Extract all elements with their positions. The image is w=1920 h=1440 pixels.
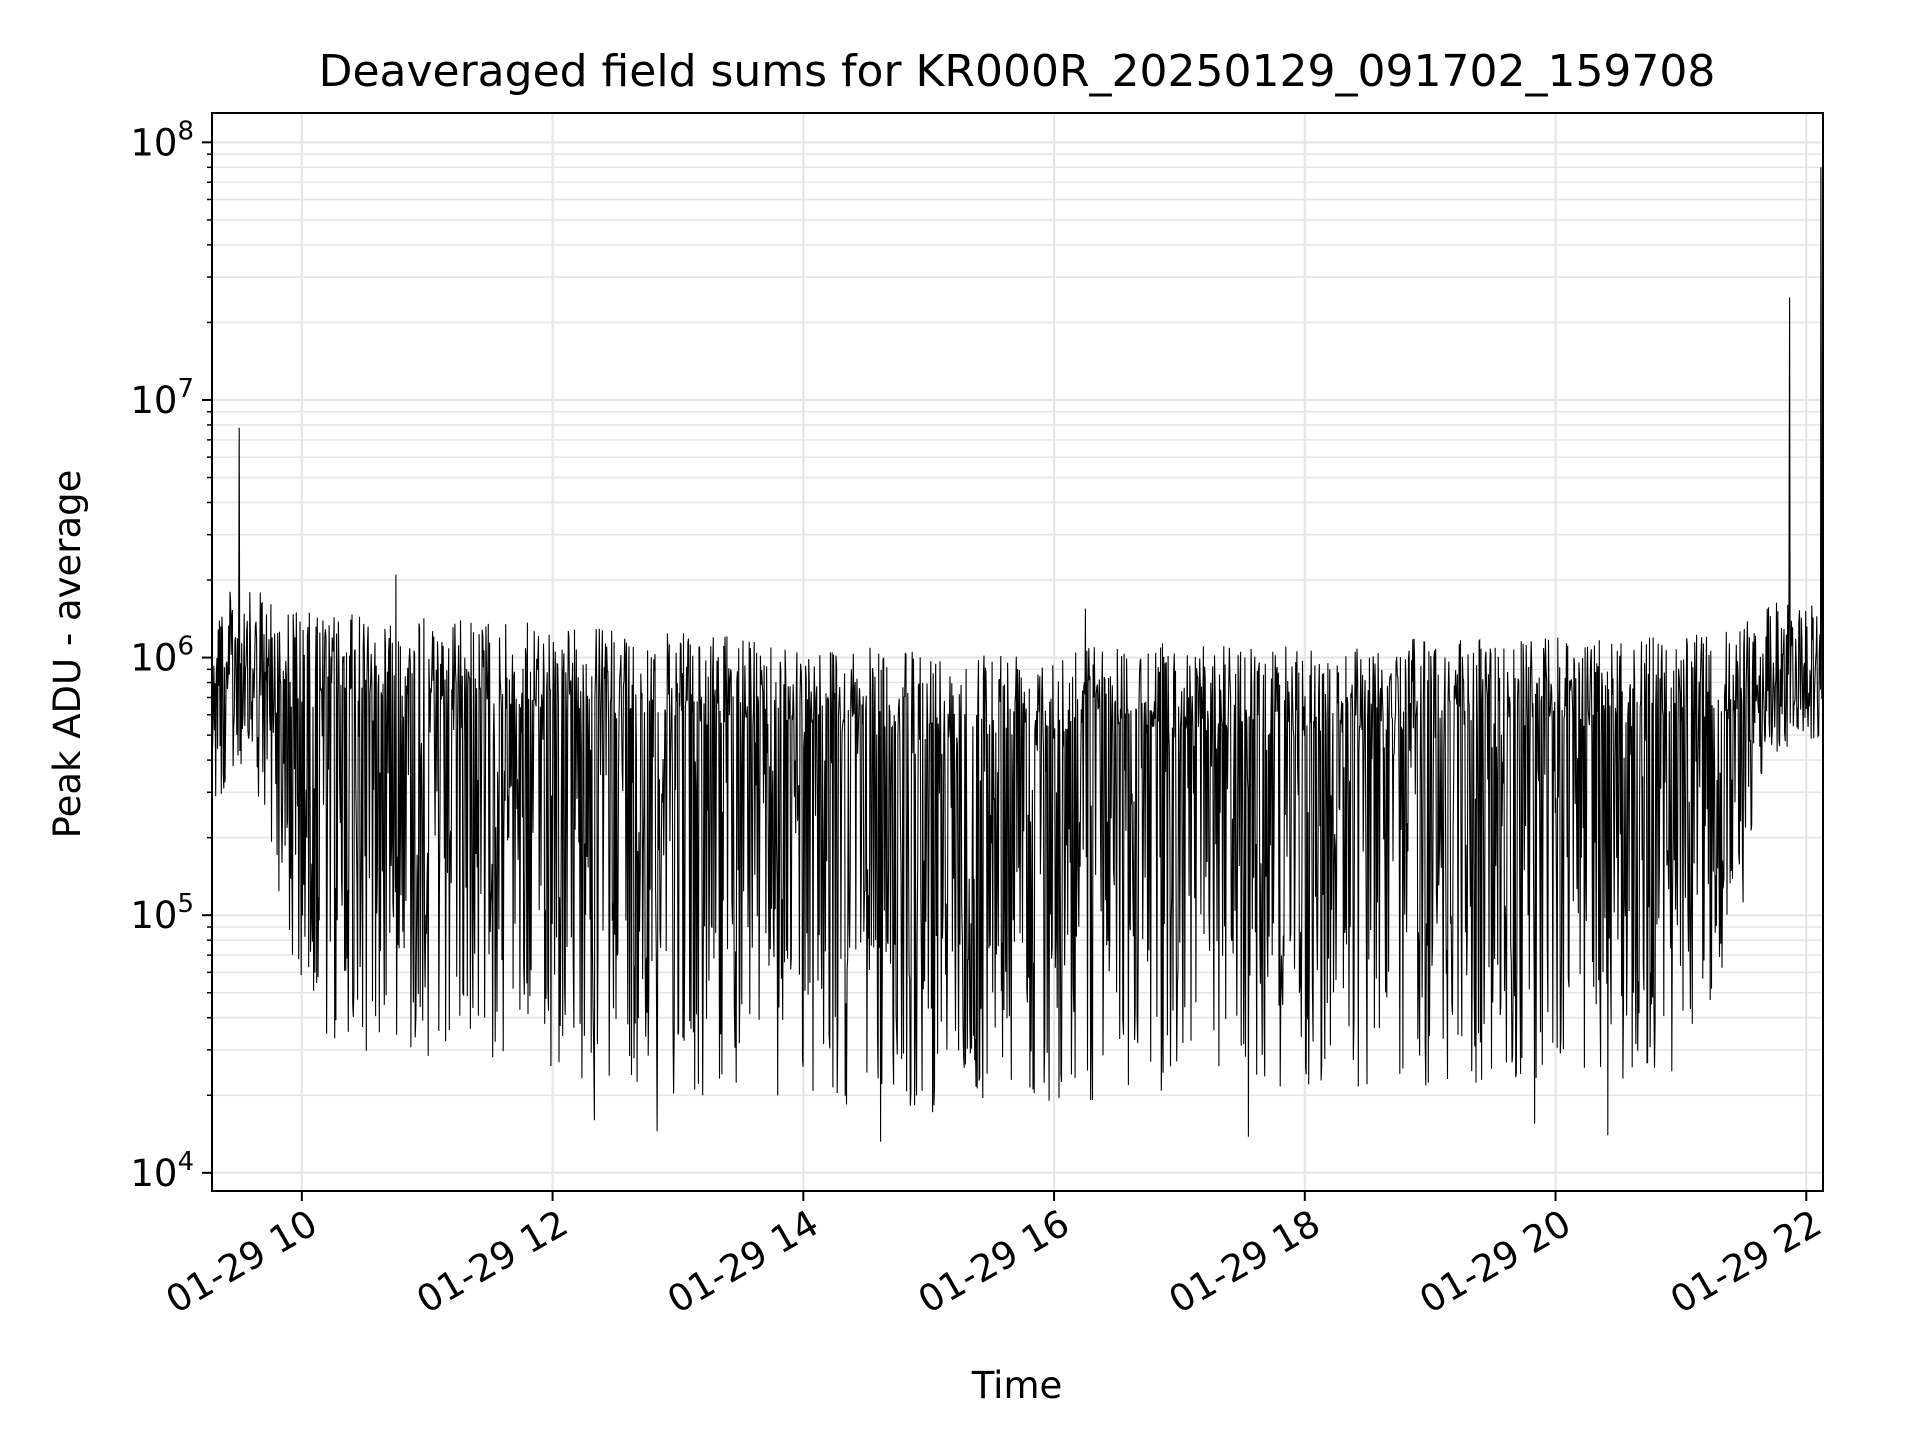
y-tick-label: 105 — [130, 889, 194, 937]
x-axis-label: Time — [971, 1364, 1063, 1407]
y-tick-label: 107 — [130, 374, 194, 422]
grid — [212, 113, 1823, 1191]
y-tick-label: 108 — [130, 116, 194, 164]
data-series — [211, 167, 1824, 1142]
chart-title: Deaveraged field sums for KR000R_2025012… — [319, 46, 1716, 97]
y-tick-label: 106 — [130, 632, 194, 680]
series-line — [211, 167, 1824, 1142]
y-axis-label: Peak ADU - average — [46, 470, 89, 839]
plot-frame — [211, 112, 1824, 1192]
y-tick-label: 104 — [130, 1147, 194, 1195]
